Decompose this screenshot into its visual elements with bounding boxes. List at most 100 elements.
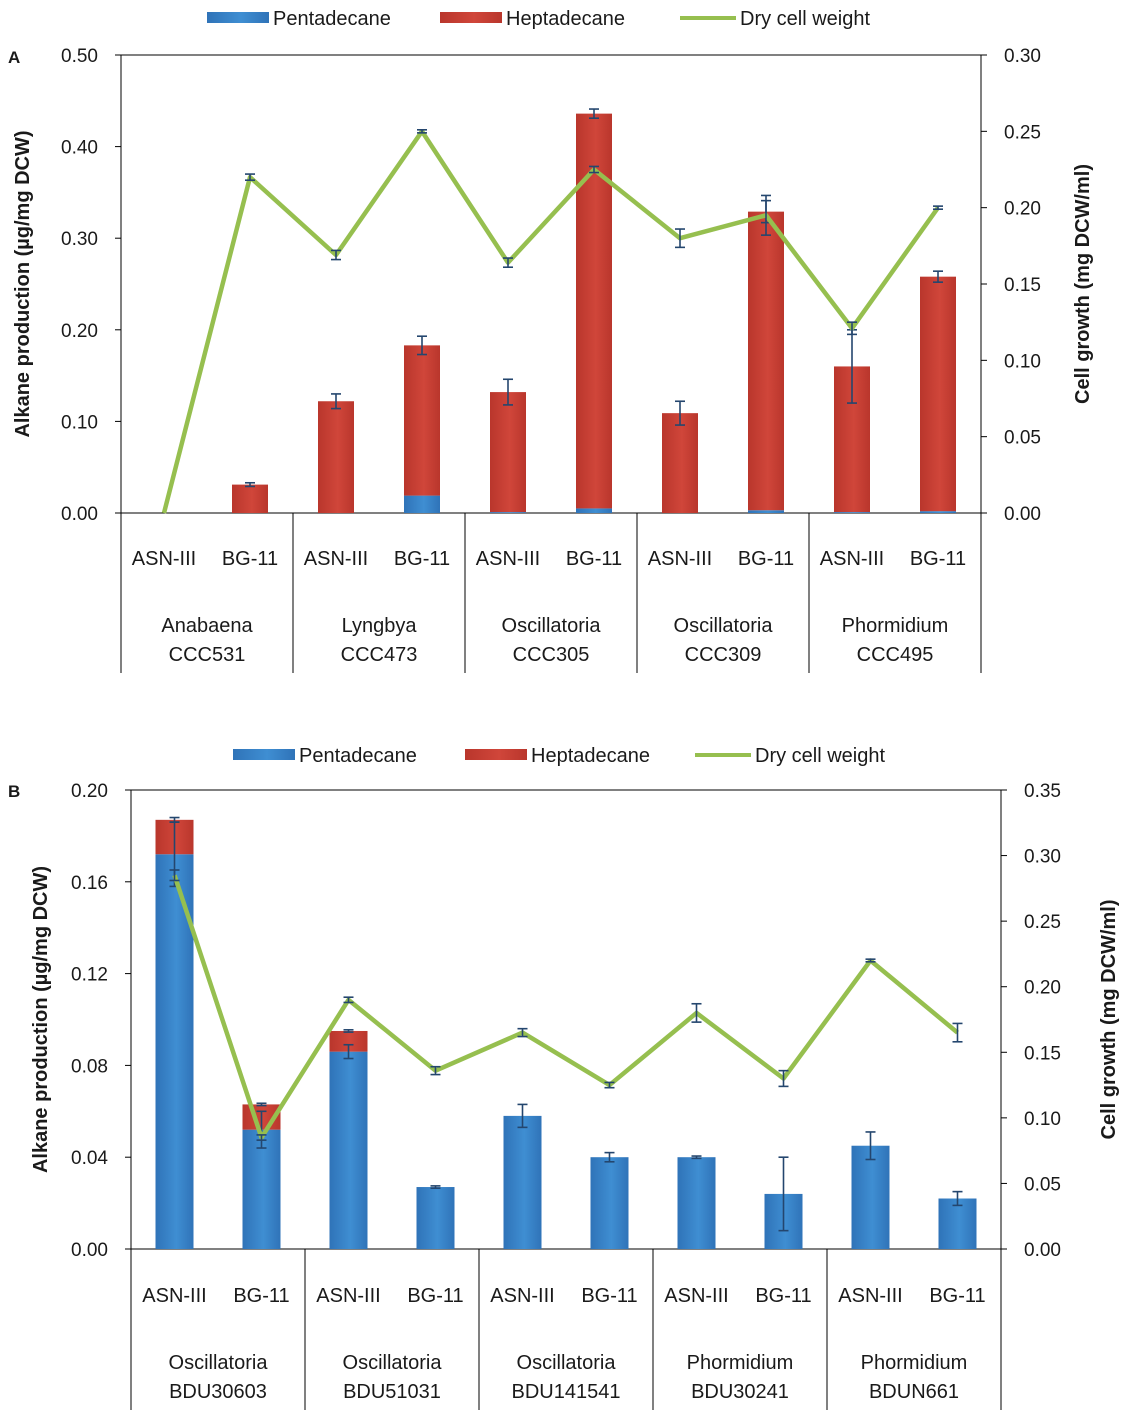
bars	[232, 113, 956, 513]
legend: Pentadecane Heptadecane Dry cell weight	[207, 8, 870, 30]
category-label: ASN-III	[142, 1285, 206, 1307]
y-tick-label: 0.04	[71, 1148, 108, 1169]
y2-tick-label: 0.20	[1024, 978, 1061, 999]
category-label: ASN-III	[132, 548, 196, 570]
plot-frame	[130, 789, 1002, 1250]
group-label-line2: CCC495	[857, 644, 934, 666]
bar-pentadecane	[503, 1115, 542, 1249]
y2-tick-label: 0.10	[1004, 351, 1041, 372]
group-label-line1: Phormidium	[861, 1352, 968, 1374]
line-dry-cell-weight	[161, 129, 940, 514]
bar-pentadecane	[576, 508, 612, 513]
category-label: BG-11	[233, 1285, 289, 1307]
y2-tick-label: 0.10	[1024, 1109, 1061, 1130]
category-label: ASN-III	[476, 548, 540, 570]
category-label: ASN-III	[648, 548, 712, 570]
legend-label-dcw: Dry cell weight	[740, 8, 870, 30]
bar-heptadecane	[490, 392, 526, 513]
legend-swatch-pentadecane	[233, 749, 295, 760]
group-label-line1: Oscillatoria	[502, 615, 602, 637]
bar-heptadecane	[920, 276, 956, 512]
legend-label-dcw: Dry cell weight	[755, 745, 885, 767]
bar-pentadecane	[851, 1145, 890, 1249]
bar-heptadecane	[748, 211, 784, 511]
y-tick-label: 0.16	[71, 873, 108, 894]
y-tick-label: 0.40	[61, 138, 98, 159]
group-label-line1: Oscillatoria	[674, 615, 774, 637]
y-tick-label: 0.20	[61, 321, 98, 342]
group-label-line2: BDUN661	[869, 1381, 959, 1403]
bar-heptadecane	[404, 345, 440, 496]
bars	[155, 819, 977, 1249]
y2-tick-label: 0.25	[1004, 122, 1041, 143]
y-tick-label: 0.12	[71, 965, 108, 986]
y2-tick-label: 0.35	[1024, 781, 1061, 802]
y-tick-label: 0.20	[71, 781, 108, 802]
legend-swatch-pentadecane	[207, 12, 269, 23]
group-label-line2: CCC305	[513, 644, 590, 666]
y2-tick-label: 0.30	[1004, 46, 1041, 67]
error-bars	[169, 816, 963, 1232]
y2-axis-title: Cell growth (mg DCW/ml)	[1072, 164, 1094, 404]
y-axis-title: Alkane production (µg/mg DCW)	[12, 130, 34, 437]
category-label: BG-11	[566, 548, 622, 570]
bar-pentadecane	[748, 510, 784, 513]
group-label-line1: Phormidium	[842, 615, 949, 637]
group-label-line2: BDU30603	[169, 1381, 267, 1403]
category-label: BG-11	[581, 1285, 637, 1307]
panel-letter: B	[8, 782, 20, 801]
y2-tick-label: 0.15	[1004, 275, 1041, 296]
panel-a: Pentadecane Heptadecane Dry cell weight A 0.…	[8, 8, 1094, 673]
category-label: BG-11	[755, 1285, 811, 1307]
panel-b: Pentadecane Heptadecane Dry cell weight B 0.…	[8, 745, 1120, 1410]
y2-tick-label: 0.30	[1024, 847, 1061, 868]
group-label-line2: CCC309	[685, 644, 762, 666]
legend-label-heptadecane: Heptadecane	[506, 8, 625, 30]
bar-pentadecane	[677, 1157, 716, 1249]
category-label: BG-11	[407, 1285, 463, 1307]
group-label-line2: BDU141541	[512, 1381, 621, 1403]
legend-label-heptadecane: Heptadecane	[531, 745, 650, 767]
legend-swatch-heptadecane	[465, 749, 527, 760]
bar-pentadecane	[242, 1129, 281, 1249]
y-axis-title: Alkane production (µg/mg DCW)	[30, 866, 52, 1173]
y-tick-label: 0.00	[71, 1240, 108, 1261]
y2-tick-label: 0.05	[1024, 1174, 1061, 1195]
category-label: ASN-III	[490, 1285, 554, 1307]
bar-pentadecane	[329, 1051, 368, 1249]
category-label: BG-11	[910, 548, 966, 570]
bar-pentadecane	[834, 512, 870, 513]
group-label-line1: Phormidium	[687, 1352, 794, 1374]
category-label: BG-11	[394, 548, 450, 570]
category-label: ASN-III	[304, 548, 368, 570]
bar-pentadecane	[490, 512, 526, 513]
legend-label-pentadecane: Pentadecane	[299, 745, 417, 767]
y-tick-label: 0.08	[71, 1056, 108, 1077]
category-label: BG-11	[929, 1285, 985, 1307]
group-label-line1: Oscillatoria	[517, 1352, 617, 1374]
y-tick-label: 0.00	[61, 504, 98, 525]
category-label: ASN-III	[316, 1285, 380, 1307]
group-label-line2: CCC531	[169, 644, 246, 666]
bar-pentadecane	[590, 1157, 629, 1249]
y2-tick-label: 0.00	[1004, 504, 1041, 525]
y-tick-label: 0.30	[61, 229, 98, 250]
group-label-line1: Oscillatoria	[343, 1352, 443, 1374]
category-label: ASN-III	[838, 1285, 902, 1307]
legend-swatch-heptadecane	[440, 12, 502, 23]
panel-letter: A	[8, 48, 20, 67]
y2-tick-label: 0.15	[1024, 1043, 1061, 1064]
y2-tick-label: 0.05	[1004, 428, 1041, 449]
category-label: ASN-III	[664, 1285, 728, 1307]
y2-tick-label: 0.20	[1004, 199, 1041, 220]
legend-label-pentadecane: Pentadecane	[273, 8, 391, 30]
group-label-line2: CCC473	[341, 644, 418, 666]
category-label: BG-11	[222, 548, 278, 570]
y2-tick-label: 0.25	[1024, 912, 1061, 933]
group-label-line2: BDU51031	[343, 1381, 441, 1403]
group-label-line1: Lyngbya	[342, 615, 418, 637]
bar-heptadecane	[329, 1030, 368, 1052]
bar-heptadecane	[318, 401, 354, 513]
group-label-line1: Anabaena	[161, 615, 253, 637]
